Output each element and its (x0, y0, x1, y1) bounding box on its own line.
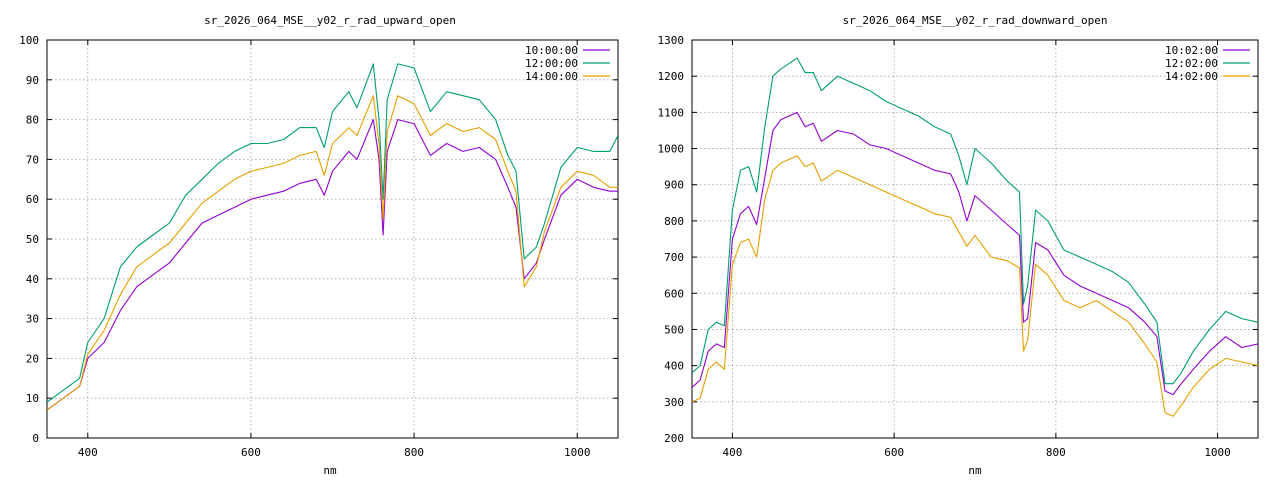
series-line-120200 (692, 57, 1258, 385)
y-tick-label: 300 (664, 396, 684, 409)
chart-title: sr_2026_064_MSE__y02_r_rad_downward_open (843, 14, 1108, 27)
y-tick-label: 60 (26, 193, 39, 206)
y-tick-label: 40 (26, 273, 39, 286)
legend-label: 10:00:00 (525, 44, 578, 57)
legend-label: 12:00:00 (525, 57, 578, 70)
y-tick-label: 800 (664, 215, 684, 228)
y-tick-label: 700 (664, 251, 684, 264)
x-tick-label: 800 (404, 446, 424, 459)
x-tick-label: 800 (1046, 446, 1066, 459)
series-line-100000 (47, 119, 618, 411)
plot-frame (691, 39, 1259, 439)
x-tick-label: 1000 (1204, 446, 1231, 459)
chart-1: 0 10 20 30 40 50 60 70 80 90 100 400 600 800 1000 sr_20… (19, 14, 619, 477)
x-tick-label: 600 (884, 446, 904, 459)
y-tick-label: 900 (664, 179, 684, 192)
y-tick-label: 500 (664, 323, 684, 336)
chart-title: sr_2026_064_MSE__y02_r_rad_upward_open (204, 14, 456, 27)
y-tick-label: 200 (664, 432, 684, 445)
series-line-100200 (692, 111, 1258, 396)
x-axis-label: nm (968, 464, 982, 477)
y-tick-label: 100 (19, 34, 39, 47)
y-tick-label: 1000 (658, 143, 685, 156)
y-tick-label: 1100 (658, 106, 685, 119)
legend-label: 10:02:00 (1165, 44, 1218, 57)
chart-2: 200 300 400 500 600 700 800 900 1000 1100 1200 1300… (658, 14, 1259, 477)
y-tick-label: 1300 (658, 34, 685, 47)
y-tick-label: 90 (26, 74, 39, 87)
series-line-140200 (692, 155, 1258, 417)
y-tick-label: 80 (26, 114, 39, 127)
y-tick-label: 0 (32, 432, 39, 445)
y-tick-label: 10 (26, 392, 39, 405)
series-line-120000 (47, 63, 618, 403)
y-tick-label: 400 (664, 360, 684, 373)
y-tick-label: 70 (26, 153, 39, 166)
y-tick-label: 1200 (658, 70, 685, 83)
x-axis-label: nm (323, 464, 337, 477)
x-tick-label: 600 (241, 446, 261, 459)
y-tick-label: 20 (26, 352, 39, 365)
x-tick-label: 400 (78, 446, 98, 459)
y-tick-label: 600 (664, 287, 684, 300)
legend-label: 12:02:00 (1165, 57, 1218, 70)
legend-label: 14:00:00 (525, 70, 578, 83)
y-tick-label: 50 (26, 233, 39, 246)
x-tick-label: 400 (722, 446, 742, 459)
series-line-140000 (47, 95, 618, 411)
y-tick-label: 30 (26, 313, 39, 326)
x-tick-label: 1000 (564, 446, 591, 459)
legend-label: 14:02:00 (1165, 70, 1218, 83)
